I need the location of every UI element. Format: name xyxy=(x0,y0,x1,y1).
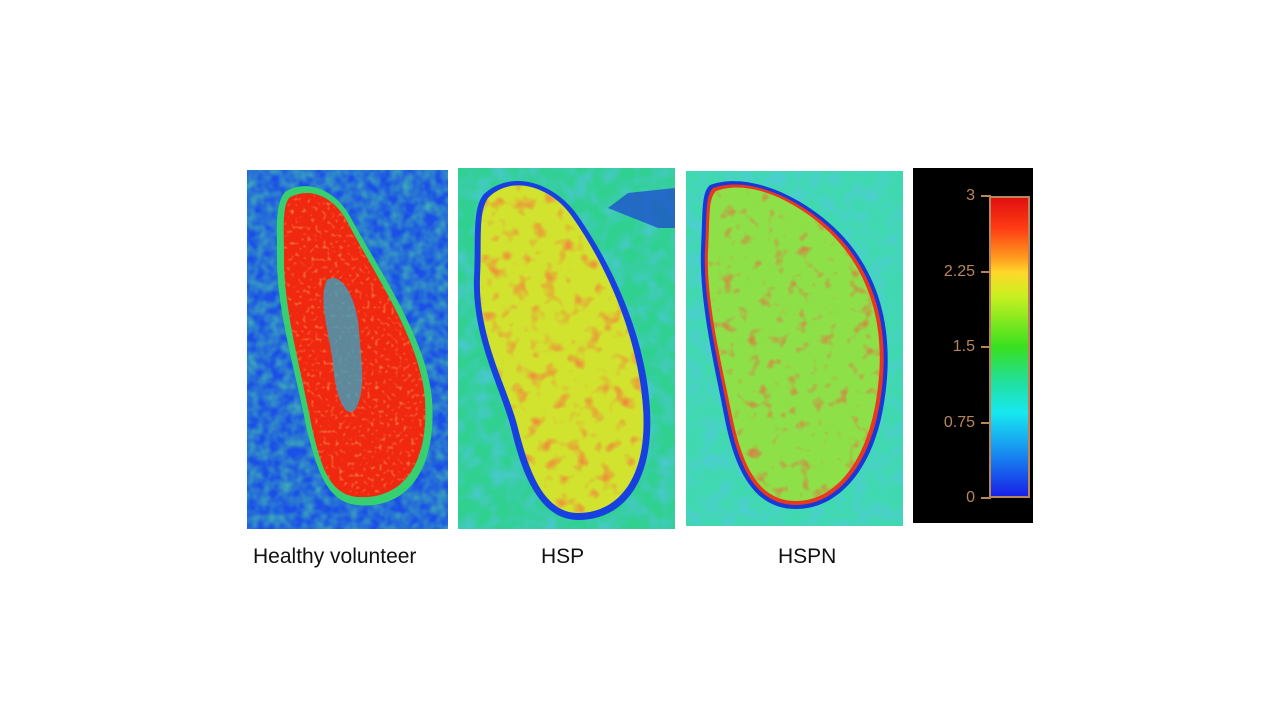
colorbar-tick-label: 1.5 xyxy=(952,338,975,355)
colorbar-tick xyxy=(981,422,991,424)
colorbar: 3 2.25 1.5 0.75 0 xyxy=(913,168,1033,523)
colorbar-tick xyxy=(981,497,991,499)
colorbar-tick xyxy=(981,271,991,273)
colorbar-gradient xyxy=(989,196,1030,498)
healthy-kidney-image xyxy=(247,170,448,529)
hspn-kidney-image xyxy=(686,171,903,526)
healthy-volunteer-map xyxy=(247,170,448,529)
caption-hsp: HSP xyxy=(541,545,585,568)
hspn-map xyxy=(686,171,903,526)
caption-hspn: HSPN xyxy=(778,545,837,568)
caption-healthy-volunteer: Healthy volunteer xyxy=(253,545,417,568)
colorbar-tick-label: 2.25 xyxy=(943,263,975,280)
colorbar-tick-label: 3 xyxy=(966,187,975,204)
colorbar-tick-label: 0 xyxy=(966,489,975,506)
colorbar-tick-label: 0.75 xyxy=(943,414,975,431)
hsp-kidney-image xyxy=(458,168,675,529)
colorbar-tick xyxy=(981,346,991,348)
colorbar-tick xyxy=(981,195,991,197)
hsp-map xyxy=(458,168,675,529)
